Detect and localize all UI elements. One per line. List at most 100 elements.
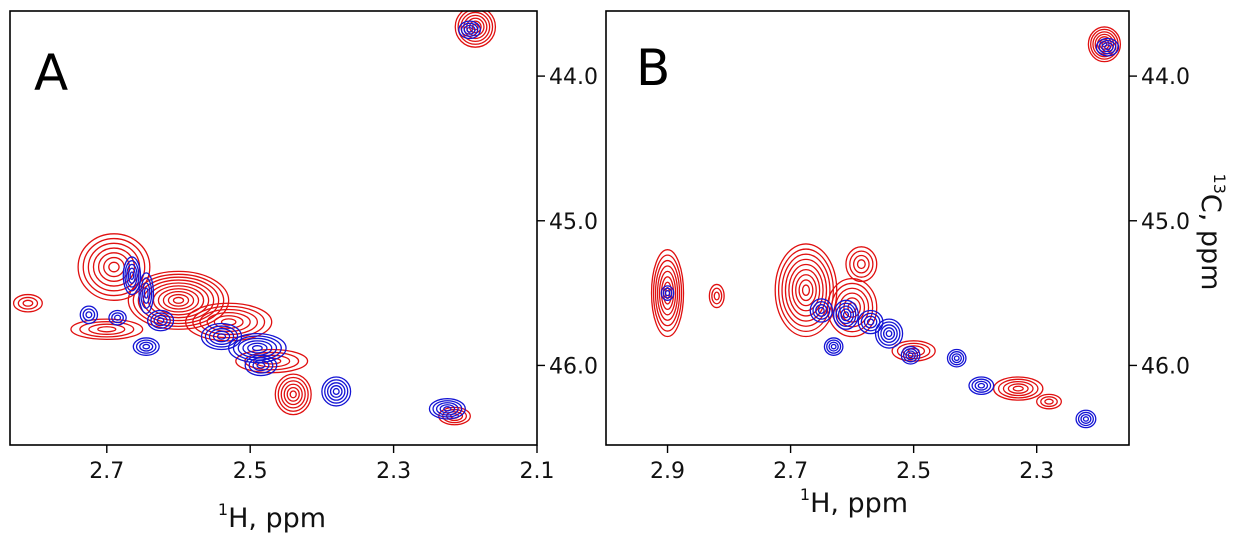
contour-level	[185, 302, 273, 342]
contour-level	[139, 341, 154, 352]
contour-level	[88, 323, 126, 335]
contour-level	[843, 297, 861, 318]
contour-level	[216, 333, 227, 340]
contour-level	[885, 330, 893, 338]
contour-level	[971, 378, 992, 393]
x-axis-title-a-text: H, ppm	[228, 503, 326, 534]
contour-level	[443, 406, 452, 412]
x-tick-label: 2.3	[376, 459, 411, 484]
contour-level	[1075, 409, 1097, 429]
peak-b-1-0	[1095, 37, 1120, 57]
contour-level	[949, 351, 965, 366]
peak-b-1-8	[946, 348, 967, 368]
contour-level	[907, 352, 914, 359]
contour-level	[108, 261, 120, 273]
contour-level	[142, 343, 151, 350]
contour-level	[129, 271, 135, 281]
contour-level	[454, 11, 497, 48]
contour-level	[103, 256, 125, 278]
contour-level	[903, 348, 919, 363]
contour-level	[137, 276, 220, 325]
contour-level	[781, 253, 831, 327]
contour-level	[830, 343, 837, 350]
contour-level	[866, 318, 875, 326]
contour-level	[283, 383, 303, 406]
contour-level	[656, 265, 679, 321]
y-axis-ticks-a: 44.0 45.0 46.0	[537, 65, 598, 379]
peak-b-1-4	[857, 309, 884, 335]
contour-level	[324, 379, 349, 404]
x-axis-title-b-text: H, ppm	[810, 488, 908, 519]
x-tick-label: 2.3	[1019, 459, 1054, 484]
y-axis-title-b-text: C, ppm	[1195, 194, 1226, 291]
contour-level	[711, 287, 723, 305]
contour-level	[329, 385, 343, 398]
contour-level	[662, 287, 673, 299]
contour-level	[660, 285, 675, 301]
contour-level	[252, 359, 270, 372]
peak-b-1-2	[809, 298, 834, 323]
contour-level	[206, 311, 251, 333]
peak-a-1-1	[122, 256, 142, 296]
x-axis-title-b-sup: 1	[800, 485, 810, 504]
peak-b-0-5	[845, 246, 878, 283]
y-tick-label: 44.0	[1141, 65, 1190, 90]
x-axis-title-a: 1H, ppm	[218, 500, 326, 534]
contour-level	[79, 305, 99, 325]
contour-level	[162, 291, 195, 310]
contour-level	[815, 304, 828, 317]
contour-level	[791, 268, 821, 312]
contour-level	[326, 382, 346, 401]
contour-level	[220, 318, 237, 326]
contour-level	[97, 326, 117, 333]
contour-level	[458, 20, 482, 40]
contour-level	[153, 314, 168, 327]
contour-level	[708, 283, 725, 309]
contour-level	[463, 14, 488, 40]
contour-level	[289, 390, 297, 399]
peak-a-0-1	[77, 233, 151, 301]
x-tick-label: 2.5	[233, 459, 268, 484]
peak-a-0-0	[454, 11, 497, 48]
contour-level	[664, 290, 671, 297]
x-axis-ticks-b: 2.9 2.7 2.5 2.3	[650, 445, 1054, 484]
contour-level	[1095, 37, 1120, 57]
contour-level	[713, 291, 720, 301]
peak-b-1-3	[833, 299, 859, 330]
contour-level	[122, 256, 142, 296]
contour-level	[857, 309, 884, 335]
contour-level	[70, 318, 144, 341]
contour-level	[823, 337, 844, 356]
contour-level	[1094, 33, 1115, 55]
contour-level	[877, 321, 901, 346]
contour-level	[812, 301, 831, 320]
y-tick-label: 46.0	[549, 354, 598, 379]
contour-level	[124, 260, 140, 292]
contour-level	[863, 315, 878, 329]
contour-level	[17, 296, 39, 310]
contour-level	[658, 270, 677, 316]
contour-level	[208, 328, 235, 345]
contour-level	[853, 254, 870, 274]
contour-level	[132, 337, 160, 356]
contour-level	[856, 259, 866, 270]
contour-level	[466, 26, 473, 33]
contour-level	[79, 321, 135, 338]
contour-level	[172, 296, 185, 304]
peak-b-0-2	[708, 283, 725, 309]
contour-level	[274, 373, 312, 416]
contour-level	[138, 272, 155, 315]
x-tick-label: 2.7	[89, 459, 124, 484]
contour-level	[974, 380, 989, 391]
contour-level	[468, 20, 482, 34]
peak-a-1-4	[108, 309, 127, 326]
peak-a-0-7	[274, 373, 312, 416]
contour-level	[652, 254, 683, 332]
y-axis-ticks-b: 44.0 45.0 46.0	[1129, 65, 1190, 379]
contour-level	[126, 263, 138, 288]
contour-level	[248, 357, 274, 374]
contour-level	[1082, 416, 1090, 422]
panel-label-a: A	[34, 44, 68, 102]
panel-label-b: B	[636, 39, 670, 97]
contour-level	[837, 305, 854, 325]
